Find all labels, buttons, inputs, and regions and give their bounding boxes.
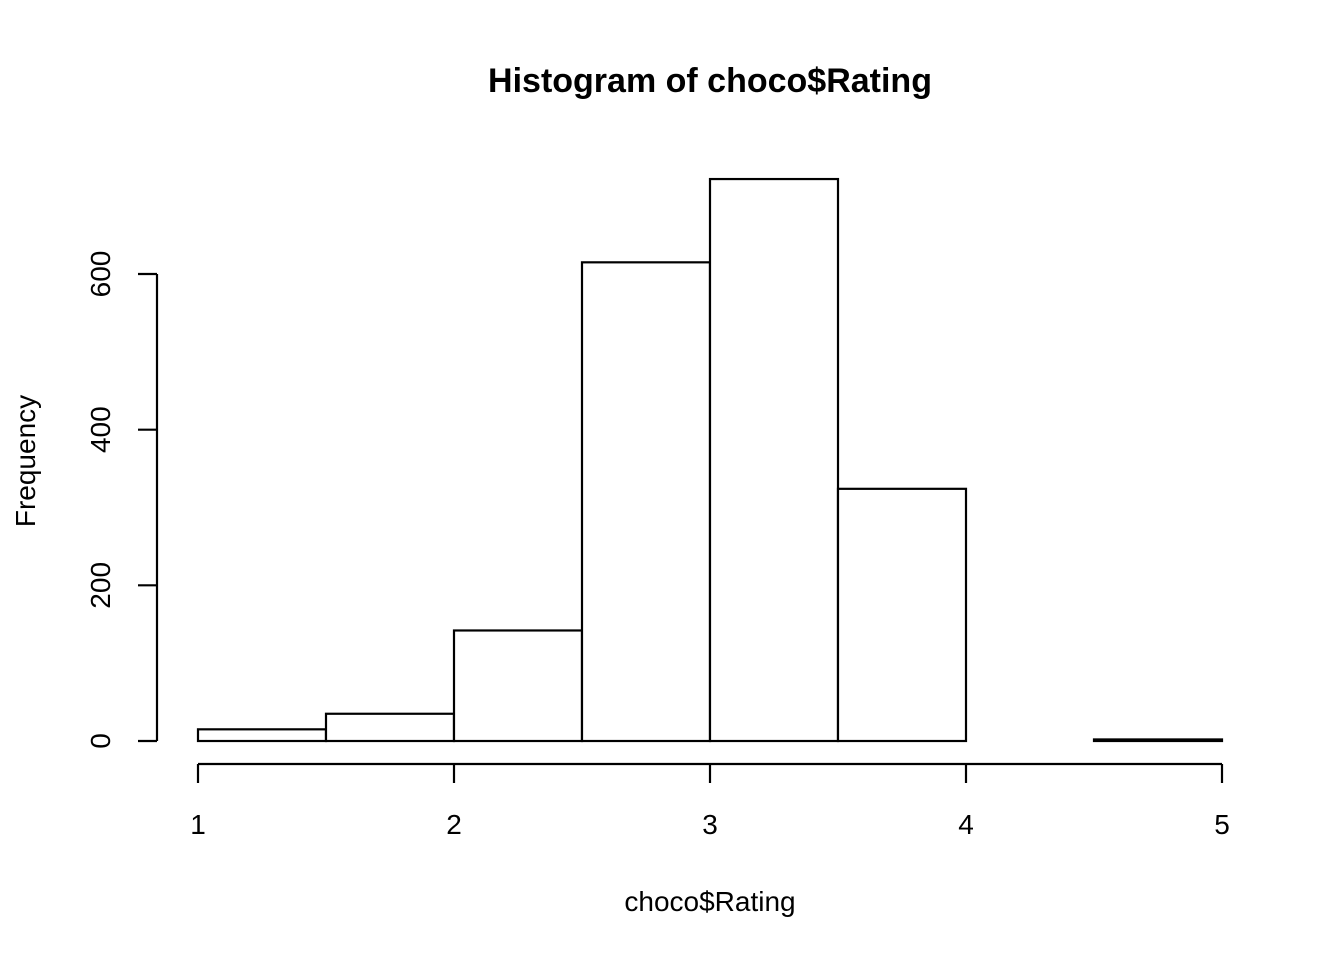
- x-tick-label-3: 3: [702, 809, 718, 840]
- y-axis-label: Frequency: [10, 395, 41, 527]
- x-tick-label-2: 2: [446, 809, 462, 840]
- histogram-bar-6: [836, 487, 968, 743]
- histogram-bar-5: [708, 177, 840, 743]
- histogram-bar-8: [1092, 738, 1224, 743]
- y-tick-label-400: 400: [85, 406, 116, 453]
- histogram-bar-3: [452, 629, 584, 743]
- bars-group: [196, 177, 1224, 743]
- chart-title: Histogram of choco$Rating: [488, 62, 932, 100]
- x-axis-label: choco$Rating: [624, 886, 795, 917]
- x-tick-label-4: 4: [958, 809, 974, 840]
- x-tick-label-5: 5: [1214, 809, 1230, 840]
- y-tick-label-600: 600: [85, 251, 116, 298]
- histogram-bar-1: [196, 728, 328, 743]
- x-axis: 1 2 3 4 5: [190, 762, 1230, 840]
- y-axis: 0 200 400 600: [85, 251, 159, 749]
- y-tick-label-0: 0: [85, 733, 116, 749]
- y-tick-label-200: 200: [85, 562, 116, 609]
- histogram-bar-2: [324, 712, 456, 743]
- x-tick-label-1: 1: [190, 809, 206, 840]
- histogram-bar-4: [580, 261, 712, 743]
